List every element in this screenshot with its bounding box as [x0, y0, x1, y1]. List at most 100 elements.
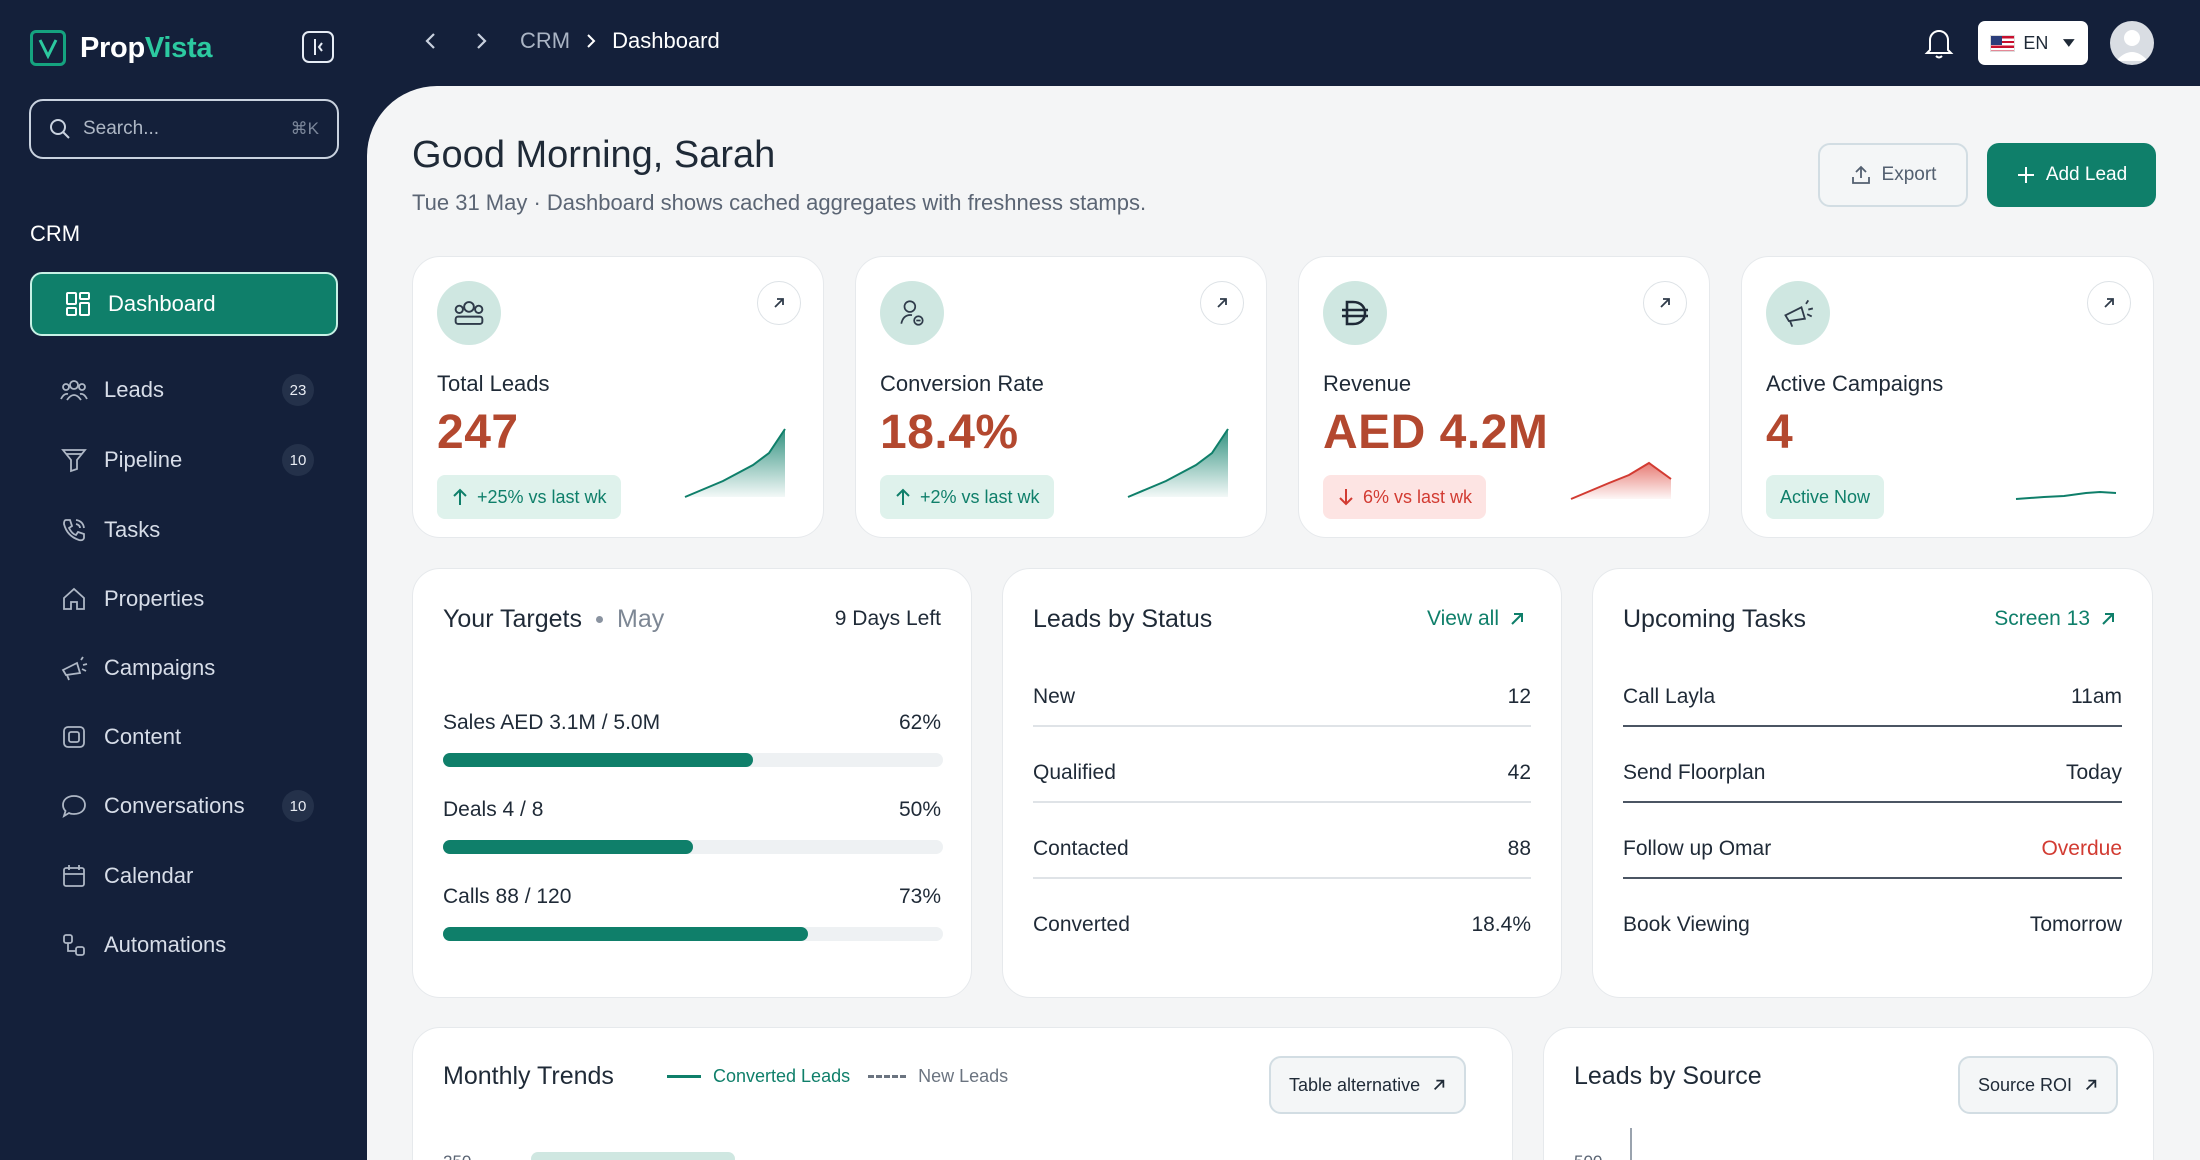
progress-fill-sales — [443, 753, 753, 767]
task-row[interactable]: Follow up Omar Overdue — [1623, 837, 2122, 861]
kpi-delta-text: 6% vs last wk — [1363, 486, 1473, 507]
status-label: New — [1033, 685, 1076, 708]
sidebar-item-label: Calendar — [104, 863, 194, 888]
kpi-delta-badge: 6% vs last wk — [1323, 475, 1487, 519]
page-subtitle: Tue 31 May · Dashboard shows cached aggr… — [412, 190, 1147, 215]
export-button[interactable]: Export — [1818, 143, 1968, 207]
user-avatar[interactable] — [2110, 21, 2154, 65]
sidebar-item-automations[interactable]: Automations — [30, 913, 338, 977]
sidebar-item-pipeline[interactable]: Pipeline 10 — [30, 428, 338, 492]
kpi-delta-text: +2% vs last wk — [920, 486, 1040, 507]
home-icon — [60, 585, 88, 613]
sources-title: Leads by Source — [1574, 1062, 1762, 1090]
view-all-label: View all — [1427, 607, 1499, 630]
forward-icon[interactable] — [470, 30, 492, 52]
document-icon — [60, 723, 88, 751]
screen-13-link[interactable]: Screen 13 — [1994, 607, 2116, 631]
back-icon[interactable] — [420, 30, 442, 52]
task-due: 11am — [2071, 685, 2122, 708]
task-row[interactable]: Send Floorplan Today — [1623, 761, 2122, 785]
caret-down-icon — [2063, 39, 2076, 47]
task-label: Follow up Omar — [1623, 837, 1772, 860]
trends-y-tick: 250 — [443, 1152, 471, 1160]
target-row: Calls 88 / 120 73% — [443, 885, 941, 909]
leads-by-status-card: Leads by Status View all New 12 Qualified… — [1002, 568, 1562, 998]
view-all-link[interactable]: View all — [1427, 607, 1525, 631]
status-row[interactable]: Qualified 42 — [1033, 761, 1531, 785]
breadcrumb: CRM Dashboard — [520, 28, 720, 54]
trends-title: Monthly Trends — [443, 1062, 614, 1090]
topbar-navigation: CRM Dashboard — [420, 28, 720, 54]
search-input[interactable]: Search... ⌘K — [29, 99, 339, 159]
kpi-card-revenue[interactable]: Revenue AED 4.2M 6% vs last wk — [1298, 256, 1710, 538]
progress-fill-deals — [443, 840, 693, 854]
open-arrow-icon[interactable] — [757, 281, 801, 325]
notification-bell-icon[interactable] — [1924, 26, 1954, 65]
sidebar-item-content[interactable]: Content — [30, 705, 338, 769]
sidebar-item-campaigns[interactable]: Campaigns — [30, 636, 338, 700]
sidebar-item-label: Content — [104, 724, 182, 749]
sidebar-item-conversations[interactable]: Conversations 10 — [30, 774, 338, 838]
open-arrow-icon[interactable] — [1200, 281, 1244, 325]
status-row[interactable]: Contacted 88 — [1033, 837, 1531, 861]
progress-fill-calls — [443, 927, 808, 941]
add-lead-button[interactable]: Add Lead — [1987, 143, 2156, 207]
tasks-title: Upcoming Tasks — [1623, 605, 1806, 633]
sidebar-item-dashboard[interactable]: Dashboard — [30, 272, 338, 336]
sidebar-item-label: Pipeline — [104, 447, 183, 472]
divider — [1033, 801, 1531, 803]
upload-icon — [1851, 165, 1870, 184]
kpi-label: Total Leads — [437, 371, 550, 396]
kpi-card-conversion-rate[interactable]: Conversion Rate 18.4% +2% vs last wk — [855, 256, 1267, 538]
app-name: PropVista — [80, 31, 213, 64]
app-logo[interactable]: PropVista — [30, 30, 212, 66]
calendar-icon — [60, 862, 88, 890]
divider — [1623, 801, 2122, 803]
status-row[interactable]: Converted 18.4% — [1033, 913, 1531, 937]
divider — [1033, 877, 1531, 879]
sidebar-collapse-button[interactable] — [302, 31, 334, 63]
sidebar-item-tasks[interactable]: Tasks — [30, 498, 338, 562]
sparkline-conversion-rate — [1127, 428, 1229, 498]
language-selector[interactable]: EN — [1978, 21, 2088, 65]
user-icon — [2116, 30, 2148, 61]
sparkline-revenue — [1570, 461, 1672, 500]
open-arrow-icon[interactable] — [2087, 281, 2131, 325]
status-row[interactable]: New 12 — [1033, 685, 1531, 709]
table-alternative-label: Table alternative — [1289, 1074, 1421, 1095]
kpi-card-active-campaigns[interactable]: Active Campaigns 4 Active Now — [1741, 256, 2154, 538]
kpi-card-total-leads[interactable]: Total Leads 247 +25% vs last wk — [412, 256, 824, 538]
sidebar-section-label: CRM — [30, 221, 81, 246]
kpi-label: Active Campaigns — [1766, 371, 1944, 396]
breadcrumb-crm[interactable]: CRM — [520, 28, 571, 53]
kpi-delta-badge: +25% vs last wk — [437, 475, 621, 519]
status-label: Qualified — [1033, 761, 1116, 784]
target-label: Deals 4 / 8 — [443, 798, 544, 821]
kpi-delta-badge: +2% vs last wk — [880, 475, 1054, 519]
kpi-value: AED 4.2M — [1323, 406, 1549, 459]
legend-swatch-new — [868, 1075, 907, 1078]
logo-mark-icon — [30, 30, 66, 66]
sidebar-item-properties[interactable]: Properties — [30, 567, 338, 631]
sidebar-item-leads[interactable]: Leads 23 — [30, 358, 338, 422]
upcoming-tasks-card: Upcoming Tasks Screen 13 Call Layla 11am … — [1592, 568, 2153, 998]
sidebar-item-calendar[interactable]: Calendar — [30, 844, 338, 908]
target-label: Sales AED 3.1M / 5.0M — [443, 711, 661, 734]
source-roi-button[interactable]: Source ROI — [1958, 1056, 2119, 1114]
legend-new-label: New Leads — [918, 1066, 1009, 1086]
task-row[interactable]: Call Layla 11am — [1623, 685, 2122, 709]
kpi-value: 247 — [437, 406, 519, 459]
add-lead-label: Add Lead — [2045, 164, 2128, 185]
leads-count-badge: 23 — [282, 374, 314, 406]
arrow-up-icon — [453, 488, 467, 505]
search-shortcut: ⌘K — [290, 119, 319, 138]
search-icon — [50, 119, 70, 139]
status-value: 18.4% — [1471, 913, 1531, 936]
chevron-right-icon — [587, 34, 596, 48]
task-row[interactable]: Book Viewing Tomorrow — [1623, 913, 2122, 937]
table-alternative-button[interactable]: Table alternative — [1269, 1056, 1467, 1114]
task-label: Send Floorplan — [1623, 761, 1766, 784]
targets-month: May — [617, 605, 665, 633]
phone-icon — [60, 516, 88, 544]
open-arrow-icon[interactable] — [1643, 281, 1687, 325]
